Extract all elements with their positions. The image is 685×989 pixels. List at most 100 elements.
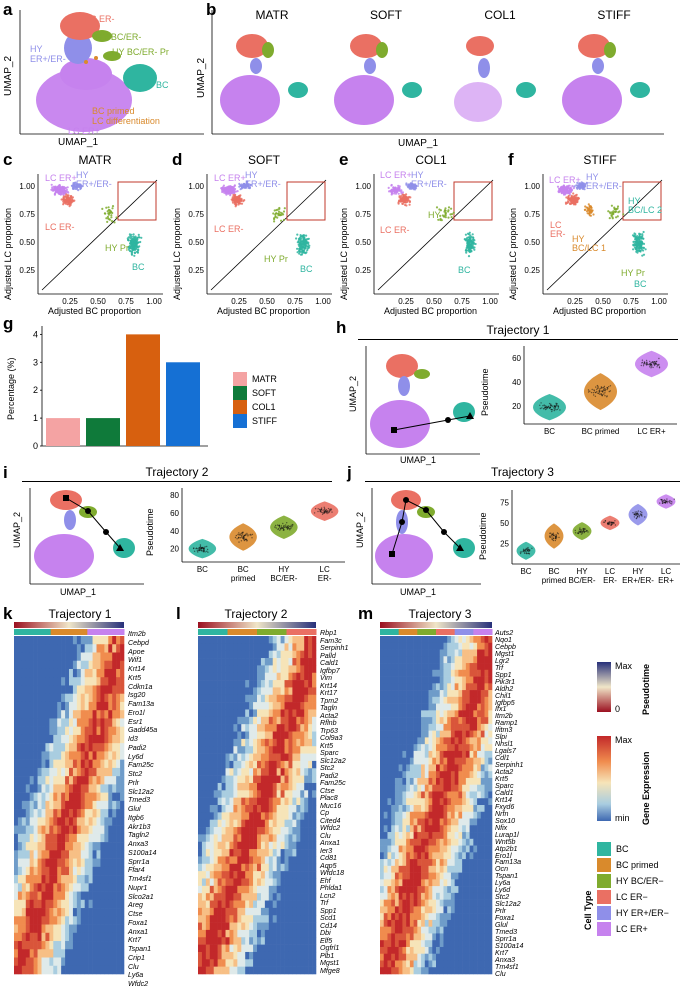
heatmap-cell <box>108 883 112 892</box>
heatmap-cell <box>296 702 300 710</box>
heatmap-cell <box>304 856 308 864</box>
heatmap-cell <box>233 746 237 754</box>
heatmap-cell <box>65 735 69 744</box>
heatmap-cell <box>277 680 281 688</box>
scatter-title-stiff: STIFF <box>545 153 655 167</box>
violin-point <box>283 525 284 526</box>
heatmap-cell <box>226 871 230 879</box>
heatmap-cell <box>218 754 222 762</box>
heatmap-cell <box>57 941 61 950</box>
heatmap-cell <box>253 901 257 909</box>
heatmap-cell <box>26 809 30 818</box>
heatmap-cell <box>214 651 218 659</box>
heatmap-cell <box>285 732 289 740</box>
heatmap-cell <box>77 776 81 785</box>
heatmap-cell <box>73 834 77 843</box>
heatmap-cell <box>108 859 112 868</box>
heatmap-cell <box>288 658 292 666</box>
heatmap-cell <box>218 776 222 784</box>
violin-point <box>282 523 283 524</box>
heatmap-cell <box>233 702 237 710</box>
heatmap-cell <box>30 925 34 934</box>
heatmap-cell <box>265 658 269 666</box>
heatmap-cell <box>304 790 308 798</box>
heatmap-cell <box>312 827 316 835</box>
heatmap-cell <box>304 761 308 769</box>
scatter-point <box>110 214 112 216</box>
heatmap-cell <box>26 743 30 752</box>
y-tick-label: 1.00 <box>19 182 35 191</box>
violin-point <box>636 511 637 512</box>
heatmap-cell <box>281 901 285 909</box>
violin-point <box>599 394 600 395</box>
heatmap-cell <box>61 768 65 777</box>
heatmap-cell <box>57 793 61 802</box>
violin-point <box>649 361 650 362</box>
heatmap-cell <box>45 652 49 661</box>
heatmap-cell <box>22 694 26 703</box>
heatmap-cell <box>281 783 285 791</box>
heatmap-cell <box>97 933 101 942</box>
violin-point <box>245 539 246 540</box>
heatmap-cell <box>288 732 292 740</box>
violin-point <box>251 537 252 538</box>
violin-point <box>575 530 576 531</box>
bar-chart-y-label: Percentage (%) <box>6 357 16 420</box>
heatmap-cell <box>281 732 285 740</box>
heatmap-cell <box>296 673 300 681</box>
heatmap-cell <box>108 933 112 942</box>
scatter-point <box>643 254 645 256</box>
heatmap-cell <box>85 710 89 719</box>
heatmap-cell <box>285 643 289 651</box>
heatmap-cell <box>69 644 73 653</box>
heatmap-cell <box>261 687 265 695</box>
violin-point <box>555 540 556 541</box>
heatmap-cell <box>277 695 281 703</box>
heatmap-cell <box>253 856 257 864</box>
violin-point <box>529 553 530 554</box>
heatmap-cell <box>97 735 101 744</box>
heatmap-cell <box>206 886 210 894</box>
heatmap-cell <box>312 842 316 850</box>
heatmap-cell <box>30 702 34 711</box>
heatmap-cell <box>45 966 49 975</box>
heatmap-cell <box>281 643 285 651</box>
violin-y-tick-label: 20 <box>512 402 521 411</box>
heatmap-cell <box>89 652 93 661</box>
heatmap-cell <box>226 776 230 784</box>
heatmap-cell <box>93 718 97 727</box>
scatter-point <box>472 241 474 243</box>
heatmap-cell <box>42 768 46 777</box>
heatmap-cell <box>233 687 237 695</box>
heatmap-cell <box>312 687 316 695</box>
heatmap-cell <box>89 908 93 917</box>
heatmap-cell <box>53 908 57 917</box>
heatmap-cell <box>285 864 289 872</box>
heatmap-cell <box>73 958 77 967</box>
heatmap-cell <box>292 901 296 909</box>
violin-point <box>610 385 611 386</box>
heatmap-cell <box>277 776 281 784</box>
heatmap-cell <box>253 871 257 879</box>
heatmap-cell <box>77 718 81 727</box>
heatmap-cell <box>100 743 104 752</box>
heatmap-cell <box>89 842 93 851</box>
violin-point <box>650 367 651 368</box>
heatmap-cell <box>245 901 249 909</box>
heatmap-cell <box>308 739 312 747</box>
heatmap-cell <box>53 784 57 793</box>
heatmap-cell <box>233 783 237 791</box>
heatmap-cell <box>233 665 237 673</box>
heatmap-cell <box>198 651 202 659</box>
heatmap-cell <box>18 694 22 703</box>
heatmap-cell <box>81 776 85 785</box>
heatmap-cell <box>273 783 277 791</box>
heatmap-cell <box>85 875 89 884</box>
heatmap-cell <box>245 746 249 754</box>
scatter-point <box>398 193 400 195</box>
heatmap-cell <box>233 864 237 872</box>
heatmap-cell <box>218 886 222 894</box>
heatmap-cell <box>300 886 304 894</box>
heatmap-cell <box>249 717 253 725</box>
